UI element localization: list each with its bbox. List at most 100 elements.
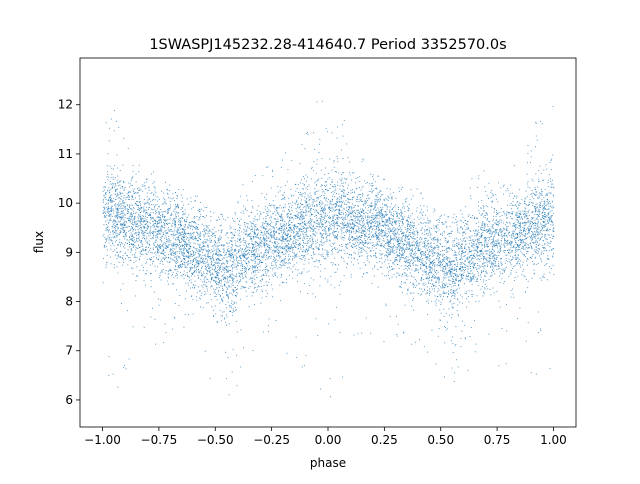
data-point: [427, 240, 429, 242]
data-point: [458, 254, 460, 256]
data-point: [506, 204, 508, 206]
data-point: [145, 219, 147, 221]
data-point: [231, 276, 233, 278]
data-point: [443, 257, 445, 259]
data-point: [498, 300, 500, 302]
data-point: [510, 236, 512, 238]
data-point: [113, 245, 115, 247]
data-point: [426, 229, 428, 231]
data-point: [174, 220, 176, 222]
data-point: [152, 199, 154, 201]
data-point: [230, 227, 232, 228]
data-point: [401, 255, 402, 257]
data-point: [183, 245, 185, 247]
data-point: [429, 294, 430, 296]
data-point: [490, 232, 492, 234]
data-point: [378, 229, 380, 231]
data-point: [508, 258, 510, 260]
data-point: [539, 231, 541, 233]
data-point: [458, 276, 459, 277]
data-point: [532, 223, 534, 225]
data-point: [421, 237, 423, 239]
data-point: [169, 251, 171, 253]
data-point: [314, 266, 316, 267]
data-point: [464, 325, 466, 326]
data-point: [124, 187, 126, 188]
data-point: [158, 255, 160, 257]
data-point: [454, 240, 456, 242]
data-point: [339, 217, 341, 219]
data-point: [539, 238, 541, 239]
data-point: [295, 215, 297, 217]
data-point: [252, 350, 254, 351]
data-point: [452, 306, 454, 308]
data-point: [433, 263, 434, 265]
data-point: [413, 245, 415, 247]
data-point: [484, 246, 485, 248]
data-point: [471, 278, 473, 280]
data-point: [269, 267, 271, 269]
data-point: [180, 248, 182, 250]
data-point: [473, 216, 475, 218]
data-point: [490, 276, 492, 277]
data-point: [195, 228, 197, 230]
data-point: [447, 265, 449, 266]
data-point: [531, 178, 533, 180]
data-point: [117, 272, 119, 274]
data-point: [266, 284, 268, 286]
data-point: [350, 218, 352, 220]
data-point: [251, 243, 253, 245]
data-point: [515, 254, 517, 256]
data-point: [544, 188, 546, 190]
data-point: [113, 220, 115, 222]
data-point: [326, 201, 328, 203]
data-point: [396, 215, 398, 217]
data-point: [169, 269, 171, 271]
data-point: [308, 203, 310, 205]
data-point: [241, 231, 243, 233]
data-point: [298, 272, 300, 274]
data-point: [146, 230, 148, 232]
data-point: [264, 271, 266, 273]
data-point: [371, 282, 373, 284]
data-point: [155, 209, 157, 211]
data-point: [386, 208, 388, 210]
data-point: [324, 219, 326, 221]
data-point: [328, 239, 330, 241]
data-point: [551, 249, 553, 251]
data-point: [317, 247, 319, 249]
data-point: [205, 282, 207, 284]
data-point: [293, 214, 295, 216]
data-point: [337, 252, 339, 254]
data-point: [350, 192, 352, 194]
data-point: [465, 267, 466, 269]
data-point: [308, 258, 310, 260]
data-point: [303, 283, 305, 285]
data-point: [552, 194, 554, 196]
data-point: [160, 246, 162, 248]
data-point: [257, 267, 258, 268]
data-point: [427, 229, 429, 231]
data-point: [146, 270, 148, 272]
data-point: [460, 226, 462, 228]
data-point: [409, 264, 411, 266]
data-point: [433, 237, 435, 239]
data-point: [174, 244, 176, 245]
data-point: [552, 256, 554, 258]
data-point: [282, 238, 284, 240]
data-point: [228, 394, 230, 396]
data-point: [149, 222, 151, 224]
data-point: [429, 243, 431, 245]
data-point: [458, 243, 460, 245]
data-point: [311, 238, 313, 240]
data-point: [544, 234, 545, 236]
data-point: [193, 221, 195, 223]
data-point: [403, 282, 405, 284]
data-point: [460, 258, 462, 260]
data-point: [407, 228, 408, 229]
data-point: [392, 191, 394, 193]
data-point: [227, 280, 228, 282]
data-point: [179, 220, 181, 221]
data-point: [526, 233, 528, 235]
data-point: [439, 244, 441, 245]
